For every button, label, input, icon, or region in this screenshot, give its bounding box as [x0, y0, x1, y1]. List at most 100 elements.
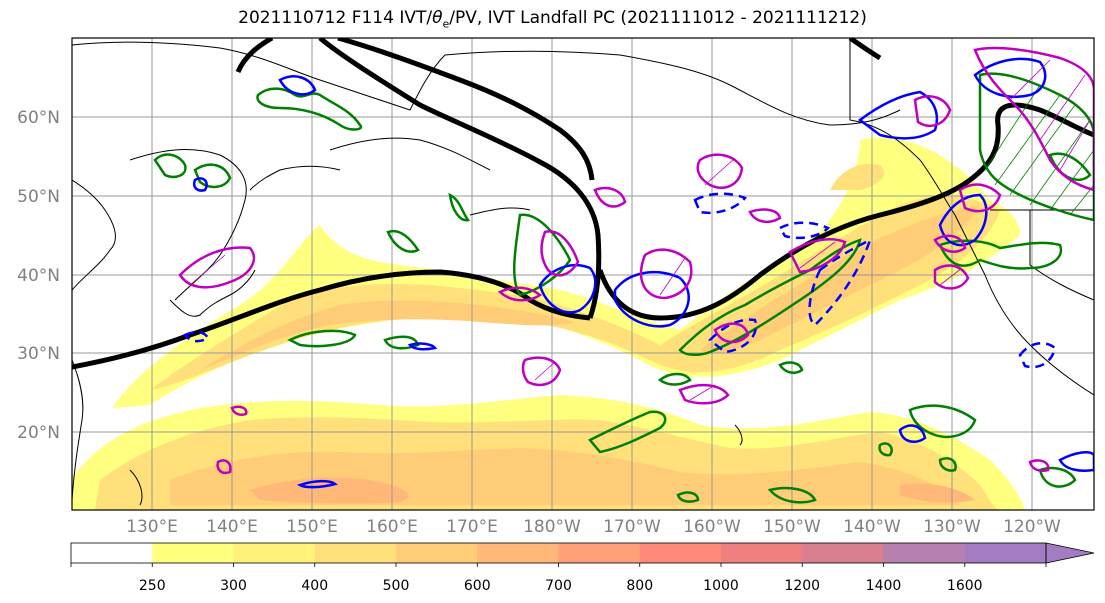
pc-contour-19: [933, 234, 967, 253]
pc-contour-11: [788, 238, 847, 274]
theta-contour-7: [407, 342, 438, 351]
colorbar-segment: [314, 543, 397, 563]
colorbar-segment: [233, 543, 316, 563]
title-theta: θ: [432, 8, 443, 28]
lon-label-150e: 150°E: [286, 517, 338, 537]
colorbar-label: 400: [301, 578, 328, 594]
pc-contour-15: [973, 46, 1094, 192]
lon-label-170e: 170°E: [446, 517, 498, 537]
jet-line-trough: [318, 38, 602, 319]
pc-contour-16: [216, 459, 232, 475]
pv-contour-16: [908, 404, 977, 439]
pc-contour-7: [540, 230, 580, 277]
pv-contour-7: [448, 192, 471, 222]
theta-dashed-1: [693, 192, 748, 215]
colorbar-segment: [71, 543, 153, 563]
theta-contour-2: [613, 270, 690, 328]
coast-alaska: [444, 50, 901, 126]
pc-contour-18: [1028, 459, 1050, 472]
colorbar-labels: 250 300 400 500 600 700 800 1000 1200 1400 1600: [139, 578, 983, 594]
pv-contour-12: [778, 361, 804, 374]
theta-dashed-4: [808, 237, 873, 327]
colorbar-segment: [558, 543, 641, 563]
colorbar-label: 1400: [866, 578, 902, 594]
coast-kuril: [249, 165, 341, 191]
coast-taiwan: [129, 469, 143, 506]
pc-hatch-lines: [189, 59, 1091, 401]
coast-pacific-nw: [849, 119, 1094, 396]
theta-contour-9: [1058, 451, 1094, 472]
lon-label-160e: 160°E: [366, 517, 418, 537]
ivt-400-north: [150, 195, 1000, 390]
pc-contour-9: [639, 248, 693, 300]
pc-contour-5: [521, 356, 562, 387]
pc-contour-12: [933, 264, 970, 290]
colorbar-segment: [477, 543, 559, 563]
pc-contour-10: [713, 322, 750, 344]
colorbar-segment: [639, 543, 722, 563]
lat-label-60: 60°N: [17, 108, 60, 128]
lat-label-40: 40°N: [17, 266, 60, 286]
lon-label-130w: 130°W: [923, 517, 981, 537]
pv-contour-19: [878, 442, 893, 457]
ivt-600-southeast: [900, 483, 975, 503]
lon-label-150w: 150°W: [763, 517, 821, 537]
lon-label-140w: 140°W: [843, 517, 901, 537]
map-frame: [71, 37, 1095, 511]
lat-label-50: 50°N: [17, 187, 60, 207]
theta-dashed-2: [778, 221, 831, 240]
pv-contour-20: [938, 457, 957, 472]
colorbar: 250 300 400 500 600 700 800 1000 1200 1400 1600: [70, 542, 1095, 594]
jet-line-northwest: [235, 38, 274, 74]
pc-contour-6: [678, 383, 730, 405]
colorbar-segment: [152, 543, 234, 563]
theta-dashed-contours: [183, 192, 1057, 369]
pc-contours: [178, 46, 1094, 475]
map-content: [72, 38, 1094, 510]
map-gridlines: [72, 38, 1094, 510]
pv-contour-4: [287, 329, 357, 348]
pv-contour-15: [938, 239, 1063, 270]
colorbar-segment: [883, 543, 966, 563]
pv-contour-13: [767, 486, 817, 504]
colorbar-label: 800: [626, 578, 653, 594]
pv-contour-1: [256, 87, 363, 131]
pv-contour-6: [386, 229, 420, 253]
pv-contour-2: [153, 153, 187, 179]
coast-aleutians: [469, 207, 531, 216]
title-prefix: 2021110712 F114 IVT/: [238, 8, 433, 28]
lon-label-180w: 180°W: [523, 517, 581, 537]
theta-contour-3: [857, 90, 939, 140]
pc-contour-1: [178, 246, 256, 289]
ivt-500-north: [200, 300, 575, 370]
pv-contour-10: [588, 410, 667, 454]
ivt-400-gulf: [830, 163, 884, 190]
coast-bering: [329, 137, 491, 171]
border-states: [1029, 210, 1094, 301]
colorbar-segment: [964, 543, 1047, 563]
title-suffix: /PV, IVT Landfall PC (2021111012 - 20211…: [449, 8, 867, 28]
colorbar-ticks: [70, 563, 1047, 567]
map-title: 2021110712 F114 IVT/θe/PV, IVT Landfall …: [0, 8, 1105, 30]
theta-contour-4: [938, 193, 988, 247]
pc-contour-8: [497, 286, 543, 302]
lat-label-30: 30°N: [17, 344, 60, 364]
pv-contour-14: [676, 491, 700, 503]
lon-label-130e: 130°E: [126, 517, 178, 537]
pc-contour-17: [230, 405, 248, 416]
theta-contour-5: [973, 57, 1047, 99]
pv-hatch-outline: [978, 72, 1094, 222]
pc-contour-13: [958, 183, 1002, 213]
colorbar-segments: [71, 543, 1047, 563]
theta-dashed-3: [708, 318, 758, 354]
theta-dashed-6: [183, 330, 210, 343]
pv-contour-8: [512, 213, 572, 297]
coast-asia: [72, 179, 116, 291]
theta-contours: [193, 57, 1094, 489]
theta-contour-10: [193, 177, 208, 192]
theta-contour-11: [278, 75, 317, 96]
theta-contour-6: [297, 479, 338, 489]
colorbar-segment: [802, 543, 884, 563]
colorbar-label: 500: [383, 578, 410, 594]
